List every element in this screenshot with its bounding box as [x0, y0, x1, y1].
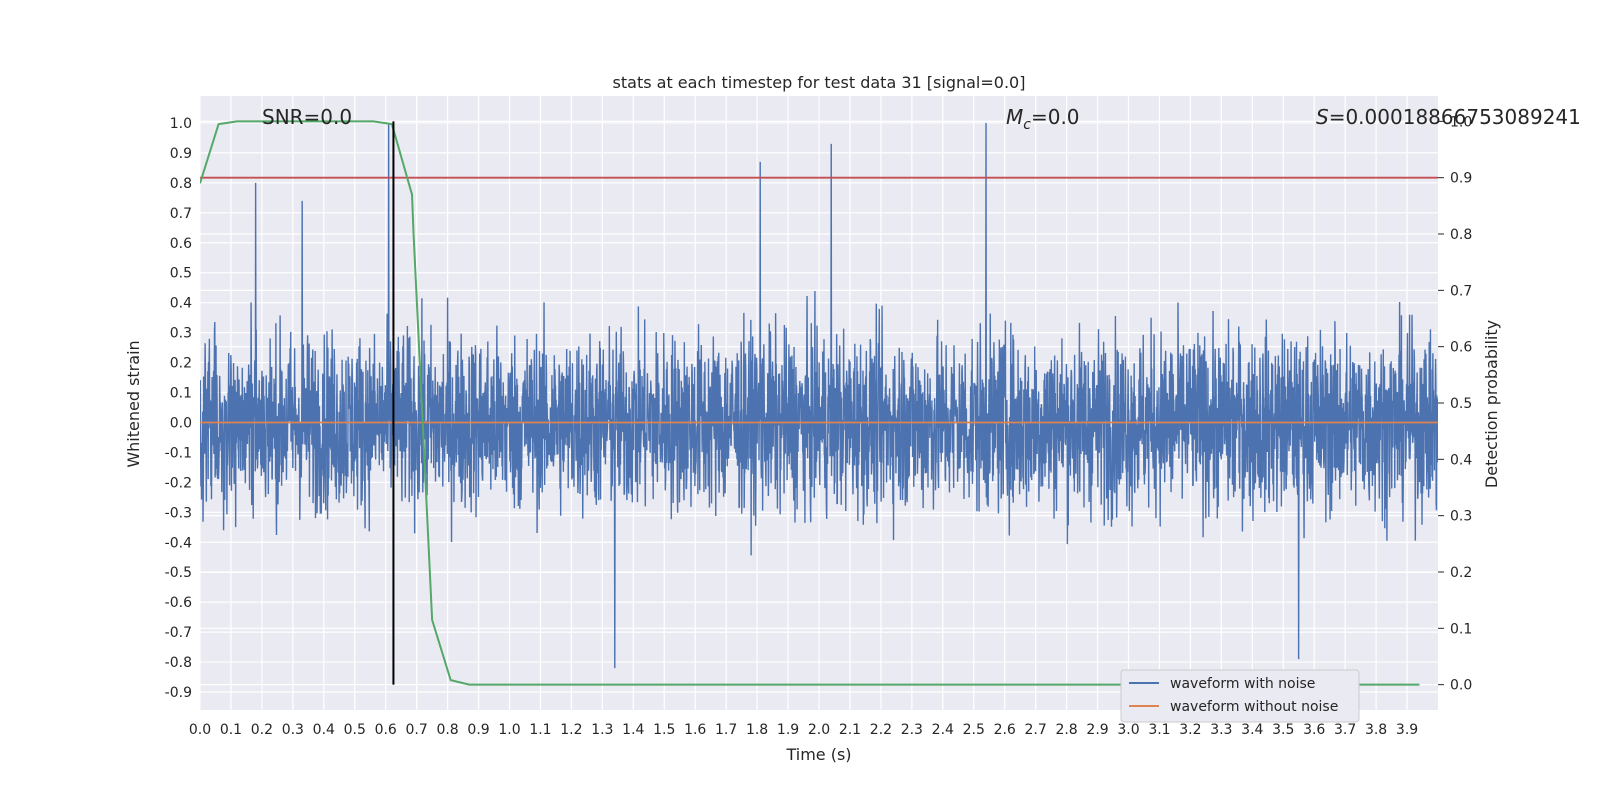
- x-tick-label: 1.8: [746, 722, 768, 738]
- x-tick-label: 3.3: [1210, 722, 1232, 738]
- x-tick-label: 1.4: [622, 722, 644, 738]
- y-tick-label: -0.3: [165, 505, 192, 521]
- annotation-mc: Mc=0.0: [1006, 105, 1080, 133]
- x-tick-label: 1.7: [715, 722, 737, 738]
- annotation-s-value: =0.00018866753089241: [1329, 105, 1581, 129]
- x-tick-label: 2.3: [901, 722, 923, 738]
- x-tick-label: 2.8: [1055, 722, 1077, 738]
- y2-tick-label: 0.3: [1450, 509, 1472, 525]
- x-tick-label: 0.5: [344, 722, 366, 738]
- chart-title: stats at each timestep for test data 31 …: [613, 73, 1026, 92]
- y-tick-label: -0.4: [165, 535, 192, 551]
- x-tick-label: 0.2: [251, 722, 273, 738]
- x-tick-label: 0.0: [189, 722, 211, 738]
- x-tick-label: 3.7: [1334, 722, 1356, 738]
- legend: waveform with noise waveform without noi…: [1120, 669, 1360, 723]
- x-tick-label: 1.1: [529, 722, 551, 738]
- y-tick-label: 0.5: [170, 266, 192, 282]
- legend-label-with-noise: waveform with noise: [1170, 676, 1315, 692]
- y-tick-label: 0.6: [170, 236, 192, 252]
- x-tick-label: 2.1: [839, 722, 861, 738]
- x-tick-label: 3.1: [1148, 722, 1170, 738]
- y-tick-label: 0.0: [170, 415, 192, 431]
- x-tick-label: 1.9: [777, 722, 799, 738]
- x-tick-label: 1.0: [498, 722, 520, 738]
- annotation-mc-base: M: [1006, 105, 1023, 129]
- y-tick-label: 0.3: [170, 326, 192, 342]
- annotation-snr: SNR=0.0: [262, 105, 352, 129]
- y2-tick-label: 0.0: [1450, 678, 1472, 694]
- y-tick-label: 0.2: [170, 356, 192, 372]
- y-tick-label: -0.2: [165, 475, 192, 491]
- x-tick-label: 2.4: [932, 722, 954, 738]
- y2-tick-label: 0.9: [1450, 171, 1472, 187]
- y-axis-label: Whitened strain: [124, 340, 143, 467]
- x-tick-label: 1.5: [653, 722, 675, 738]
- x-tick-label: 0.4: [313, 722, 335, 738]
- y-tick-label: -0.1: [165, 445, 192, 461]
- annotation-mc-value: =0.0: [1031, 105, 1080, 129]
- x-tick-label: 0.6: [375, 722, 397, 738]
- y2-tick-label: 0.1: [1450, 621, 1472, 637]
- x-tick-label: 3.0: [1117, 722, 1139, 738]
- x-tick-label: 2.7: [1025, 722, 1047, 738]
- y-tick-label: 0.1: [170, 386, 192, 402]
- y-tick-label: 0.4: [170, 296, 192, 312]
- series-waveform-with-noise: [200, 122, 1438, 669]
- x-tick-label: 3.5: [1272, 722, 1294, 738]
- y-tick-label: 0.7: [170, 206, 192, 222]
- x-tick-label: 0.9: [467, 722, 489, 738]
- series-detection-probability: [200, 120, 1420, 686]
- x-tick-label: 3.6: [1303, 722, 1325, 738]
- y2-tick-label: 0.6: [1450, 340, 1472, 356]
- y-tick-labels: 1.0 0.9 0.8 0.7 0.6 0.5 0.4 0.3 0.2 0.1 0.0 -0.1 -0.…: [165, 116, 192, 701]
- annotation-s: S=0.00018866753089241: [1316, 105, 1581, 129]
- y2-tick-labels: 1.0 0.9 0.8 0.7 0.6 0.5 0.4 0.3 0.2 0.1 0.0: [1438, 114, 1472, 694]
- x-tick-label: 2.6: [994, 722, 1016, 738]
- x-tick-label: 2.0: [808, 722, 830, 738]
- y-tick-label: -0.9: [165, 685, 192, 701]
- x-tick-label: 1.2: [560, 722, 582, 738]
- annotation-s-base: S: [1316, 105, 1329, 129]
- y2-tick-label: 0.2: [1450, 565, 1472, 581]
- y2-tick-label: 0.8: [1450, 227, 1472, 243]
- y2-tick-label: 0.7: [1450, 283, 1472, 299]
- x-tick-labels: 0.0 0.1 0.2 0.3 0.4 0.5 0.6 0.7 0.8 0.9 1.0 1.1 1.2 1…: [189, 722, 1418, 738]
- x-tick-label: 2.9: [1086, 722, 1108, 738]
- y2-tick-label: 0.4: [1450, 452, 1472, 468]
- x-tick-label: 0.3: [282, 722, 304, 738]
- x-tick-label: 1.6: [684, 722, 706, 738]
- y-tick-label: -0.5: [165, 565, 192, 581]
- x-tick-label: 2.5: [963, 722, 985, 738]
- x-tick-label: 2.2: [870, 722, 892, 738]
- y-tick-label: -0.6: [165, 595, 192, 611]
- x-tick-label: 0.7: [406, 722, 428, 738]
- x-axis-label: Time (s): [785, 745, 851, 764]
- legend-label-without-noise: waveform without noise: [1170, 699, 1338, 715]
- y2-tick-label: 1.0: [1450, 114, 1472, 130]
- x-tick-label: 3.4: [1241, 722, 1263, 738]
- x-tick-label: 3.2: [1179, 722, 1201, 738]
- x-tick-label: 1.3: [591, 722, 613, 738]
- y-tick-label: -0.7: [165, 625, 192, 641]
- x-tick-label: 0.8: [436, 722, 458, 738]
- annotation-mc-sub: c: [1023, 117, 1031, 133]
- x-tick-label: 0.1: [220, 722, 242, 738]
- y-tick-label: 0.9: [170, 146, 192, 162]
- y2-tick-label: 0.5: [1450, 396, 1472, 412]
- x-tick-label: 3.9: [1396, 722, 1418, 738]
- y2-axis-label: Detection probability: [1482, 320, 1501, 488]
- y-tick-label: -0.8: [165, 655, 192, 671]
- y-tick-label: 1.0: [170, 116, 192, 132]
- legend-box: [1120, 669, 1360, 723]
- y-tick-label: 0.8: [170, 176, 192, 192]
- x-tick-label: 3.8: [1365, 722, 1387, 738]
